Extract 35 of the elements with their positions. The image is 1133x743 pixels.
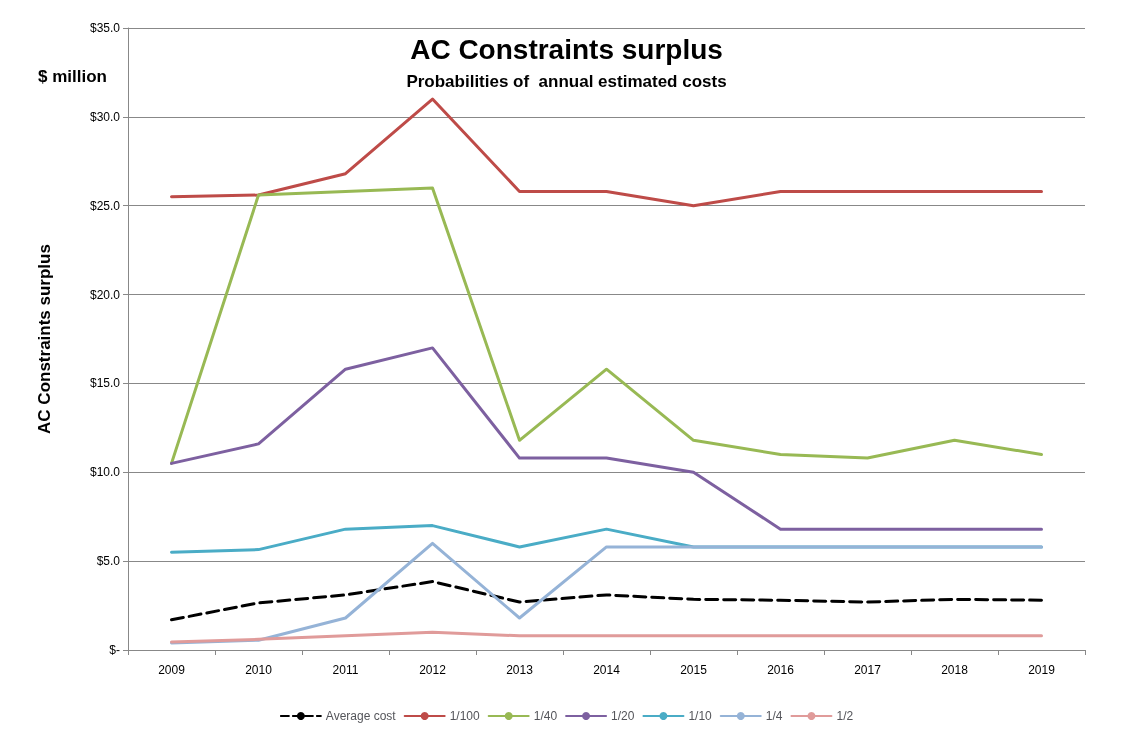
y-tick-label: $20.0: [89, 287, 121, 302]
legend-label: 1/10: [688, 709, 713, 723]
legend-label: 1/20: [611, 709, 635, 723]
y-tick-label: $-: [109, 643, 120, 657]
chart-title: AC Constraints surplus: [410, 33, 723, 65]
x-tick-label: 2018: [941, 663, 969, 677]
x-tick-label: 2017: [854, 663, 882, 677]
line-series: [170, 346, 1043, 531]
x-tick-label: 2009: [158, 663, 186, 677]
x-tick-label: 2015: [680, 663, 708, 677]
x-tick-label: 2013: [506, 663, 534, 677]
x-tick-label: 2014: [593, 663, 621, 677]
text: $ million: [38, 67, 107, 86]
line-series: [170, 97, 1043, 208]
y-tick-label: $35.0: [89, 21, 121, 35]
legend-label: 1/2: [836, 709, 854, 723]
y-axis-title: AC Constraints surplus: [35, 244, 54, 434]
legend-label: 1/4: [765, 709, 783, 723]
line-series: [170, 186, 1043, 465]
x-tick-label: 2019: [1028, 663, 1056, 677]
legend-label: 1/100: [449, 709, 481, 723]
y-tick-label: $5.0: [96, 554, 121, 569]
x-tick-label: 2012: [419, 663, 447, 677]
x-tick-label: 2011: [332, 663, 359, 677]
y-tick-label: $30.0: [89, 109, 121, 124]
y-tick-label: $25.0: [89, 198, 121, 213]
x-tick-label: 2016: [767, 663, 795, 677]
x-tick-label: 2010: [245, 663, 273, 677]
y-tick-label: $15.0: [89, 376, 121, 391]
text: Probabilities of annual estimated costs: [406, 72, 727, 91]
legend-label: 1/40: [533, 709, 558, 723]
line-series: [170, 580, 1043, 622]
legend-label: Average cost: [325, 709, 397, 723]
y-tick-label: $10.0: [89, 465, 121, 480]
line-series: [170, 630, 1043, 644]
